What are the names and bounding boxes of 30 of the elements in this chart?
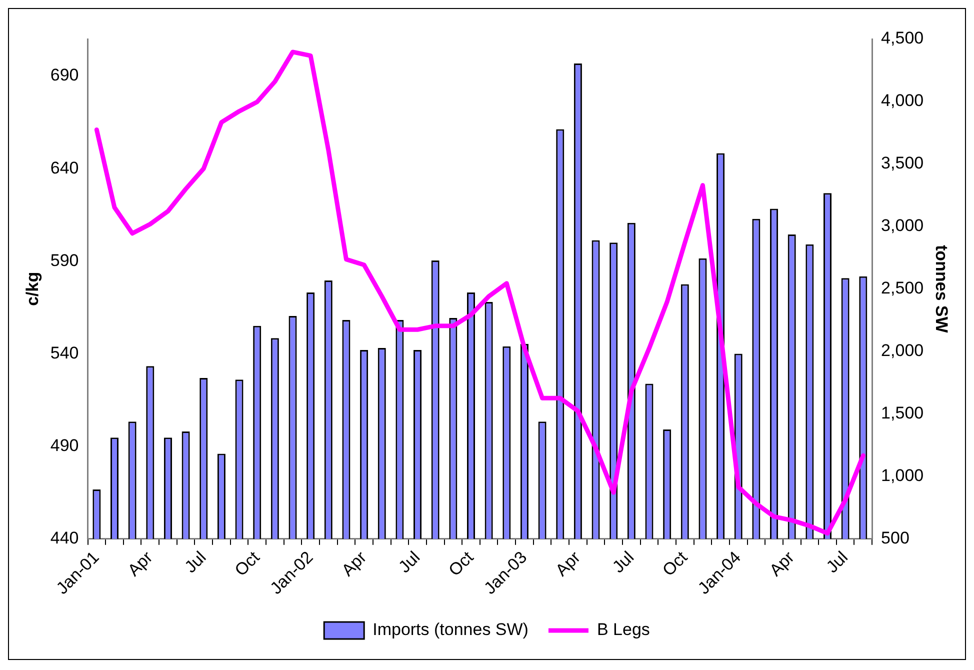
y2-tick-label: 2,500 [881,278,924,298]
y2-tick-label: 3,000 [881,216,924,236]
x-tick-label: Jul [180,548,210,577]
x-tick-label: Apr [766,548,798,580]
y2-tick-label: 1,000 [881,466,924,486]
y-axis-title: c/kg [22,272,42,306]
x-tick-label: Jul [394,548,424,577]
y2-tick-label: 2,000 [881,341,924,360]
y2-tick-label: 3,500 [881,154,924,173]
y-tick-label: 490 [50,436,79,455]
x-tick-label: Apr [338,548,370,580]
y2-tick-label: 4,500 [881,28,924,48]
y-tick-label: 640 [50,158,79,178]
y-tick-label: 440 [50,528,79,548]
x-tick-label: Oct [658,548,692,580]
x-tick-label: Apr [124,548,157,580]
legend-label: B Legs [596,620,650,640]
y-tick-label: 590 [50,250,79,270]
x-tick-label: Oct [231,548,264,580]
y2-tick-label: 4,000 [881,91,924,110]
y2-tick-label: 500 [881,528,910,548]
x-tick-label: Jul [608,548,638,577]
y-tick-label: 690 [50,66,79,85]
x-tick-label: Apr [552,548,584,580]
y2-axis-title: tonnes SW [932,244,952,334]
y2-tick-label: 1,500 [881,404,924,423]
x-tick-label: Jul [822,548,852,577]
legend-label: Imports (tonnes SW) [372,620,528,640]
x-tick-label: Oct [445,548,478,580]
y-tick-label: 540 [50,343,79,362]
